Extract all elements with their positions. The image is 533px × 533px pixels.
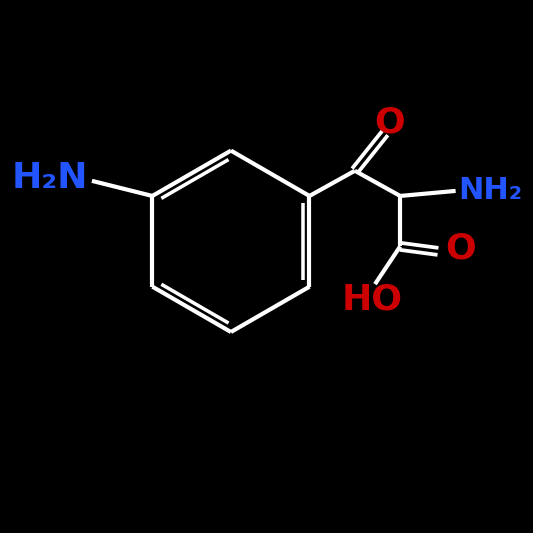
Text: H₂N: H₂N — [11, 161, 88, 195]
Text: NH₂: NH₂ — [458, 176, 522, 205]
Text: HO: HO — [342, 282, 403, 316]
Text: O: O — [375, 106, 406, 140]
Text: O: O — [446, 232, 477, 266]
